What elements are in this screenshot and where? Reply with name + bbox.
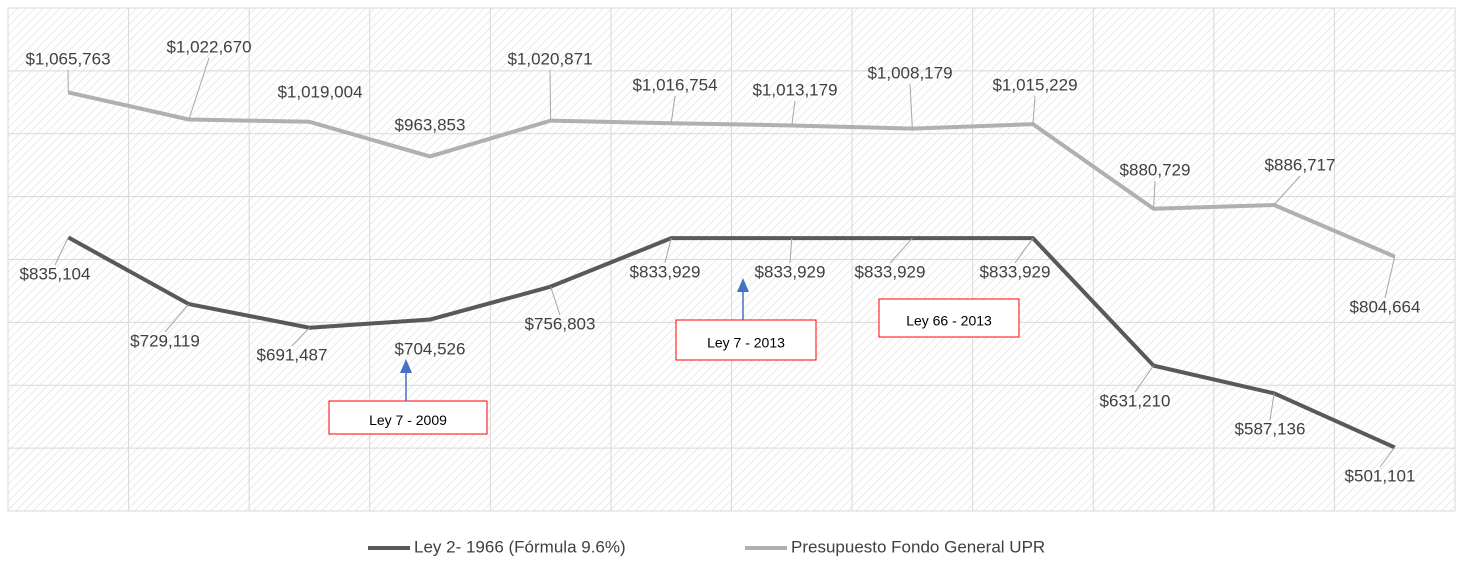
- data-label: $1,019,004: [277, 82, 362, 101]
- leader-line: [1153, 180, 1156, 209]
- data-label: $886,717: [1265, 155, 1336, 174]
- data-label: $833,929: [630, 262, 701, 281]
- line: [67, 90, 1396, 259]
- leader-line: [1134, 365, 1154, 393]
- leader-line: [1379, 447, 1396, 468]
- data-label: $501,101: [1345, 466, 1416, 485]
- data-label: $1,013,179: [752, 80, 837, 99]
- data-label: $833,929: [755, 262, 826, 281]
- annotation-box: [328, 400, 488, 435]
- data-label: $880,729: [1120, 160, 1191, 179]
- leader-line: [291, 327, 310, 347]
- data-label: $963,853: [395, 115, 466, 134]
- leader-line: [188, 57, 210, 120]
- data-label: $1,015,229: [992, 75, 1077, 94]
- data-label: $631,210: [1100, 391, 1171, 410]
- data-label: $1,016,754: [632, 75, 717, 94]
- data-label: $704,526: [395, 339, 466, 358]
- data-label: $1,020,871: [507, 49, 592, 68]
- data-label: $1,022,670: [166, 37, 251, 56]
- line: [67, 235, 1396, 450]
- leader-line: [1032, 95, 1036, 125]
- annotation: Ley 7 - 2009: [369, 412, 447, 428]
- annotation-box: [878, 298, 1020, 338]
- arrow-head: [400, 359, 412, 373]
- data-label: $729,119: [130, 331, 200, 350]
- leader-line: [791, 100, 796, 126]
- leader-line: [549, 69, 552, 121]
- leader-line: [550, 286, 561, 316]
- leader-line: [889, 237, 913, 264]
- leader-line: [54, 237, 69, 266]
- arrow-head: [737, 278, 749, 292]
- leader-line: [909, 83, 913, 129]
- leader-line: [789, 238, 793, 264]
- annotation-box: [675, 319, 817, 361]
- legend-label: Presupuesto Fondo General UPR: [791, 537, 1045, 556]
- data-label: $1,065,763: [25, 49, 110, 68]
- data-label: $691,487: [257, 345, 328, 364]
- data-label: $756,803: [525, 314, 596, 333]
- data-label: $833,929: [980, 262, 1051, 281]
- data-label: $1,008,179: [867, 63, 952, 82]
- data-label: $835,104: [20, 264, 91, 283]
- leader-line: [1273, 175, 1301, 206]
- annotation: Ley 66 - 2013: [906, 313, 992, 329]
- legend-label: Ley 2- 1966 (Fórmula 9.6%): [414, 537, 626, 556]
- annotation: Ley 7 - 2013: [707, 335, 785, 351]
- data-label: $587,136: [1235, 419, 1306, 438]
- leader-line: [670, 95, 676, 124]
- leader-line: [1014, 237, 1034, 264]
- leader-line: [664, 238, 672, 264]
- data-label: $833,929: [855, 262, 926, 281]
- leader-line: [164, 303, 190, 333]
- data-label: $804,664: [1350, 297, 1421, 316]
- leader-line: [1269, 393, 1275, 421]
- leader-line: [1384, 256, 1396, 299]
